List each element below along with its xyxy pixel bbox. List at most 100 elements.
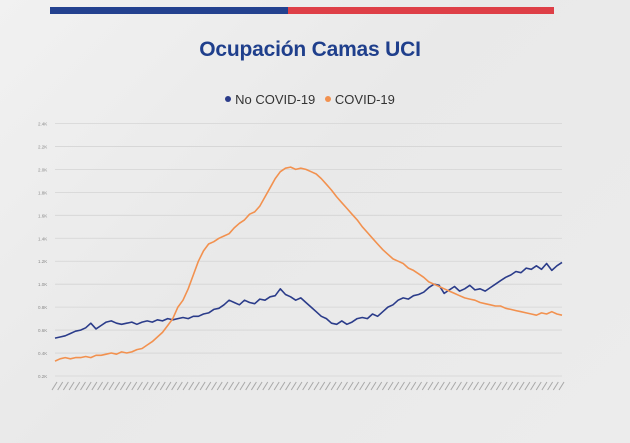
accent-bar-blue <box>50 7 288 14</box>
x-tick-mark <box>245 381 252 391</box>
x-tick-mark <box>119 381 126 391</box>
x-tick-mark <box>370 381 377 391</box>
x-tick-mark <box>51 381 58 391</box>
x-tick-mark <box>518 381 525 391</box>
accent-bar-red <box>288 7 554 14</box>
y-tick-label: 1.8K <box>38 190 47 195</box>
x-tick-mark <box>228 381 235 391</box>
y-tick-label: 1.6K <box>38 213 47 218</box>
x-tick-mark <box>330 381 337 391</box>
x-tick-mark <box>381 381 388 391</box>
x-tick-mark <box>376 381 383 391</box>
x-tick-mark <box>307 381 314 391</box>
x-tick-mark <box>513 381 519 391</box>
x-tick-mark <box>438 381 445 391</box>
x-tick-mark <box>182 381 189 391</box>
x-tick-mark <box>290 381 297 391</box>
y-tick-label: 0.8K <box>38 305 47 310</box>
x-tick-mark <box>142 381 149 391</box>
chart-legend: No COVID-19 COVID-19 <box>0 92 620 107</box>
x-tick-mark <box>114 381 121 391</box>
y-tick-label: 1.0K <box>38 282 47 287</box>
x-tick-mark <box>387 381 394 391</box>
y-tick-label: 2.2K <box>38 144 47 149</box>
x-tick-mark <box>74 381 81 391</box>
x-tick-mark <box>188 381 195 391</box>
y-tick-label: 0.6K <box>38 328 47 333</box>
x-tick-mark <box>268 381 274 391</box>
x-tick-mark <box>256 381 263 391</box>
x-tick-mark <box>85 381 92 391</box>
x-tick-mark <box>250 381 257 391</box>
x-axis-ticks <box>51 381 565 391</box>
series-line-covid <box>54 166 563 362</box>
chart-gridlines <box>55 123 562 377</box>
y-tick-label: 1.4K <box>38 236 47 241</box>
x-tick-mark <box>216 381 223 391</box>
x-tick-mark <box>552 381 559 391</box>
x-tick-mark <box>353 381 360 391</box>
x-tick-mark <box>233 381 240 391</box>
chart-title: Ocupación Camas UCI <box>199 38 421 61</box>
legend-dot-covid <box>324 96 331 102</box>
chart-series <box>54 166 563 362</box>
x-tick-mark <box>108 381 115 391</box>
x-tick-mark <box>456 381 462 391</box>
x-tick-mark <box>239 381 246 391</box>
series-line-no-covid <box>54 261 563 339</box>
x-tick-mark <box>450 381 457 391</box>
x-tick-mark <box>342 381 348 391</box>
x-tick-mark <box>490 381 497 391</box>
x-tick-mark <box>159 381 166 391</box>
x-tick-mark <box>131 381 138 391</box>
x-tick-mark <box>102 381 109 391</box>
x-tick-mark <box>495 381 502 391</box>
x-tick-mark <box>399 381 405 391</box>
x-tick-mark <box>427 381 434 391</box>
x-tick-mark <box>68 381 75 391</box>
x-tick-mark <box>148 381 155 391</box>
x-tick-mark <box>62 381 69 391</box>
x-tick-mark <box>165 381 172 391</box>
header-accent-bar <box>50 7 554 14</box>
x-tick-mark <box>444 381 451 391</box>
x-tick-mark <box>467 381 474 391</box>
x-tick-mark <box>97 381 103 391</box>
x-tick-mark <box>80 381 86 391</box>
x-tick-mark <box>484 381 491 391</box>
x-tick-mark <box>541 381 548 391</box>
y-tick-label: 1.2K <box>38 259 47 264</box>
x-tick-mark <box>154 381 160 391</box>
x-tick-mark <box>359 381 366 391</box>
y-tick-label: 0.4K <box>38 351 47 356</box>
x-tick-mark <box>319 381 326 391</box>
x-tick-mark <box>501 381 508 391</box>
x-tick-mark <box>393 381 400 391</box>
x-tick-mark <box>535 381 542 391</box>
legend-item-covid[interactable]: COVID-19 <box>324 92 395 107</box>
legend-item-no-covid[interactable]: No COVID-19 <box>225 92 319 107</box>
x-tick-mark <box>273 381 280 391</box>
x-tick-mark <box>461 381 468 391</box>
x-tick-mark <box>302 381 309 391</box>
x-tick-mark <box>524 381 531 391</box>
x-tick-mark <box>478 381 485 391</box>
x-tick-mark <box>176 381 183 391</box>
x-tick-mark <box>530 381 536 391</box>
x-tick-mark <box>211 381 217 391</box>
y-tick-label: 0.2K <box>38 374 47 379</box>
x-tick-mark <box>262 381 269 391</box>
x-tick-mark <box>547 381 554 391</box>
legend-label-no-covid: No COVID-19 <box>235 92 316 107</box>
legend-dot-no-covid <box>225 96 232 102</box>
x-tick-mark <box>416 381 423 391</box>
x-tick-mark <box>222 381 229 391</box>
x-tick-mark <box>507 381 514 391</box>
x-tick-mark <box>137 381 143 391</box>
y-axis-ticks: 0.2K 0.4K 0.6K 0.8K 1.0K 1.2K 1.4K 1.6K 1.8K 2.0K… <box>38 121 47 379</box>
x-tick-mark <box>91 381 98 391</box>
x-tick-mark <box>421 381 428 391</box>
y-tick-label: 2.4K <box>38 121 47 126</box>
x-tick-mark <box>205 381 212 391</box>
